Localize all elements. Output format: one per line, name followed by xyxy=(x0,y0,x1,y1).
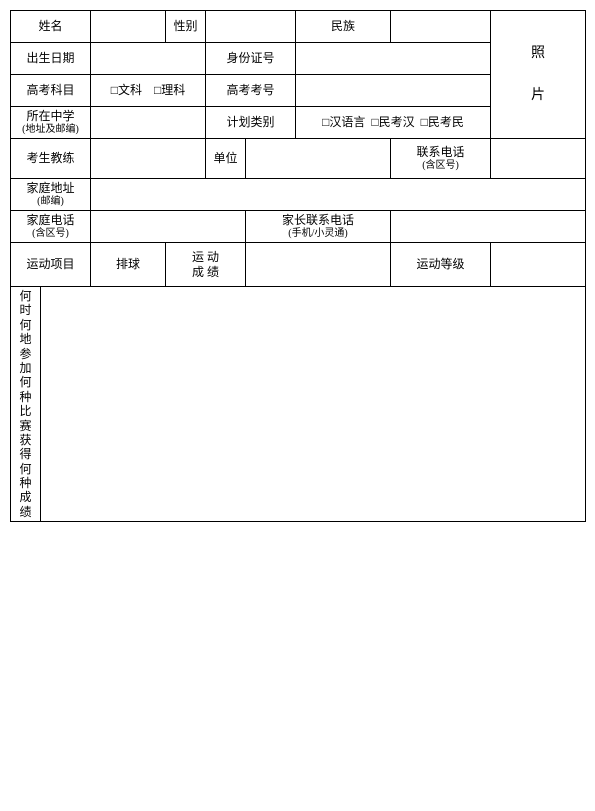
label-danwei: 单位 xyxy=(206,139,246,179)
cell-sport-level-value xyxy=(491,243,586,287)
chk-wen: □文科 xyxy=(111,83,142,97)
label-sport-score-l2: 成 绩 xyxy=(168,265,243,279)
cell-lxdh-value xyxy=(491,139,586,179)
photo-label-1: 照 xyxy=(493,33,583,75)
cell-gender-value xyxy=(206,11,296,43)
cell-coach-value xyxy=(91,139,206,179)
label-sport-item: 运动项目 xyxy=(11,243,91,287)
cell-sport-score-value xyxy=(246,243,391,287)
history-text: 何时何地参加何种比赛获得何种成绩 xyxy=(13,289,38,519)
label-gk-subject: 高考科目 xyxy=(11,75,91,107)
label-home-addr-main: 家庭地址 xyxy=(13,181,88,195)
label-ethnic: 民族 xyxy=(296,11,391,43)
label-name: 姓名 xyxy=(11,11,91,43)
cell-ethnic-value xyxy=(391,11,491,43)
cell-parent-phone-value xyxy=(391,211,586,243)
cell-danwei-value xyxy=(246,139,391,179)
label-school-sub: (地址及邮编) xyxy=(13,124,88,136)
cell-gk-subject-options: □文科 □理科 xyxy=(91,75,206,107)
label-plan-type: 计划类别 xyxy=(206,107,296,139)
label-school-main: 所在中学 xyxy=(13,109,88,123)
label-lxdh-main: 联系电话 xyxy=(393,145,488,159)
chk-mkm: □民考民 xyxy=(421,115,464,129)
chk-li: □理科 xyxy=(154,83,185,97)
label-birth: 出生日期 xyxy=(11,43,91,75)
cell-idno-value xyxy=(296,43,491,75)
chk-mkh: □民考汉 xyxy=(371,115,414,129)
label-home-phone: 家庭电话 (含区号) xyxy=(11,211,91,243)
label-sport-score: 运 动 成 绩 xyxy=(166,243,246,287)
label-parent-phone-sub: (手机/小灵通) xyxy=(248,228,388,240)
label-coach: 考生教练 xyxy=(11,139,91,179)
label-home-phone-sub: (含区号) xyxy=(13,228,88,240)
photo-label-2: 片 xyxy=(493,75,583,117)
label-parent-phone-main: 家长联系电话 xyxy=(248,213,388,227)
cell-school-value xyxy=(91,107,206,139)
photo-cell: 照 片 xyxy=(491,11,586,139)
cell-gk-no-value xyxy=(296,75,491,107)
cell-home-addr-value xyxy=(91,179,586,211)
label-gk-no: 高考考号 xyxy=(206,75,296,107)
label-competition-history: 何时何地参加何种比赛获得何种成绩 xyxy=(11,287,41,522)
cell-home-phone-value xyxy=(91,211,246,243)
label-sport-score-l1: 运 动 xyxy=(168,250,243,264)
cell-birth-value xyxy=(91,43,206,75)
cell-competition-history-value xyxy=(41,287,586,522)
label-home-addr-sub: (邮编) xyxy=(13,196,88,208)
label-gender: 性别 xyxy=(166,11,206,43)
label-lxdh: 联系电话 (含区号) xyxy=(391,139,491,179)
label-parent-phone: 家长联系电话 (手机/小灵通) xyxy=(246,211,391,243)
cell-name-value xyxy=(91,11,166,43)
label-sport-level: 运动等级 xyxy=(391,243,491,287)
chk-han: □汉语言 xyxy=(322,115,365,129)
label-lxdh-sub: (含区号) xyxy=(393,160,488,172)
registration-form-table: 姓名 性别 民族 照 片 出生日期 身份证号 高考科目 □文科 □理科 高考考号… xyxy=(10,10,586,522)
label-home-addr: 家庭地址 (邮编) xyxy=(11,179,91,211)
cell-plan-type-options: □汉语言 □民考汉 □民考民 xyxy=(296,107,491,139)
label-home-phone-main: 家庭电话 xyxy=(13,213,88,227)
cell-sport-item-value: 排球 xyxy=(91,243,166,287)
label-idno: 身份证号 xyxy=(206,43,296,75)
label-school: 所在中学 (地址及邮编) xyxy=(11,107,91,139)
